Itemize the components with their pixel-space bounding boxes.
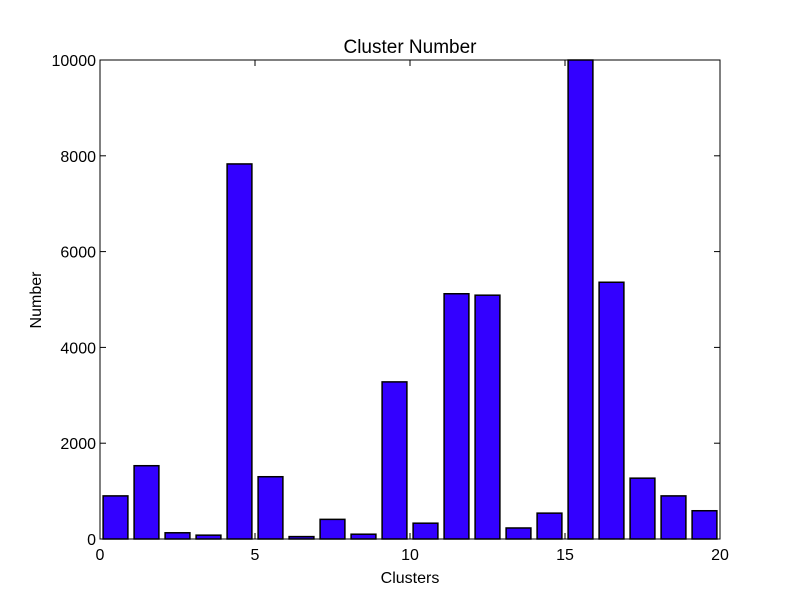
ticks-group: 0 5 10 15 20 0 2000 4000 6000 8000 10000: [52, 53, 730, 564]
x-tick-label: 5: [251, 547, 260, 564]
bar-16: [598, 281, 625, 540]
y-axis-label: Number: [28, 271, 45, 329]
bar-9: [381, 381, 408, 540]
bar-0: [102, 495, 129, 540]
bar-11: [443, 293, 470, 540]
bar-2: [164, 532, 191, 540]
x-tick-label: 20: [711, 547, 729, 564]
bar-3: [195, 534, 222, 540]
bar-13: [505, 527, 532, 540]
bar-18: [660, 495, 687, 540]
x-axis-label: Clusters: [381, 570, 440, 587]
y-tick-label: 8000: [60, 149, 96, 166]
bar-5: [257, 475, 284, 540]
x-tick-label: 10: [401, 547, 419, 564]
bar-12: [474, 294, 501, 540]
y-tick-label: 6000: [60, 245, 96, 262]
y-tick-label: 0: [87, 532, 96, 549]
bar-17: [629, 477, 656, 540]
bar-15: [567, 59, 594, 540]
bar-1: [133, 464, 160, 540]
y-tick-label: 2000: [60, 436, 96, 453]
bar-14: [536, 512, 563, 540]
bar-4: [226, 163, 253, 540]
y-tick-label: 10000: [52, 53, 97, 70]
bars-group: [102, 59, 718, 540]
chart-title: Cluster Number: [343, 37, 477, 58]
bar-8: [350, 533, 377, 540]
bar-7: [319, 518, 346, 540]
bar-10: [412, 522, 439, 540]
x-tick-label: 0: [96, 547, 105, 564]
x-tick-label: 15: [556, 547, 574, 564]
y-tick-label: 4000: [60, 340, 96, 357]
bar-19: [691, 509, 718, 540]
